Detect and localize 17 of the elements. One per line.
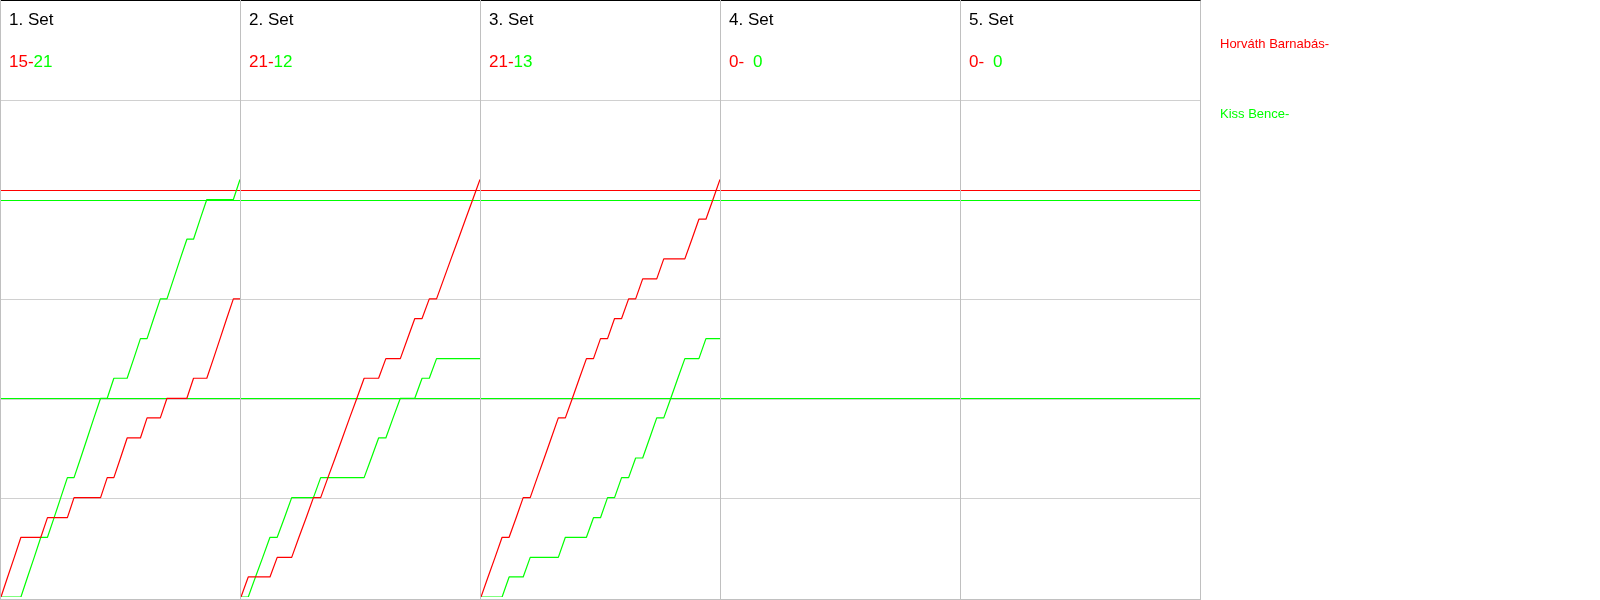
text: Kiss Bence- [1220, 106, 1291, 123]
text: 13 [513, 52, 533, 72]
chart-title: 1. Set [9, 10, 54, 30]
text: 0- [969, 52, 986, 72]
text: 15- [9, 52, 34, 72]
text: 21- [249, 52, 274, 72]
text: 21 [33, 52, 53, 72]
chart-title: 3. Set [489, 10, 534, 30]
text: Horváth Barnabás- [1220, 36, 1330, 53]
text: 4. Set [729, 10, 774, 30]
text: 12 [273, 52, 293, 72]
text: 5. Set [969, 10, 1014, 30]
chart-title: 2. Set [249, 10, 294, 30]
text: 0 [753, 52, 763, 72]
text: 21- [489, 52, 514, 72]
text: 0- [729, 52, 746, 72]
text: 0 [993, 52, 1003, 72]
